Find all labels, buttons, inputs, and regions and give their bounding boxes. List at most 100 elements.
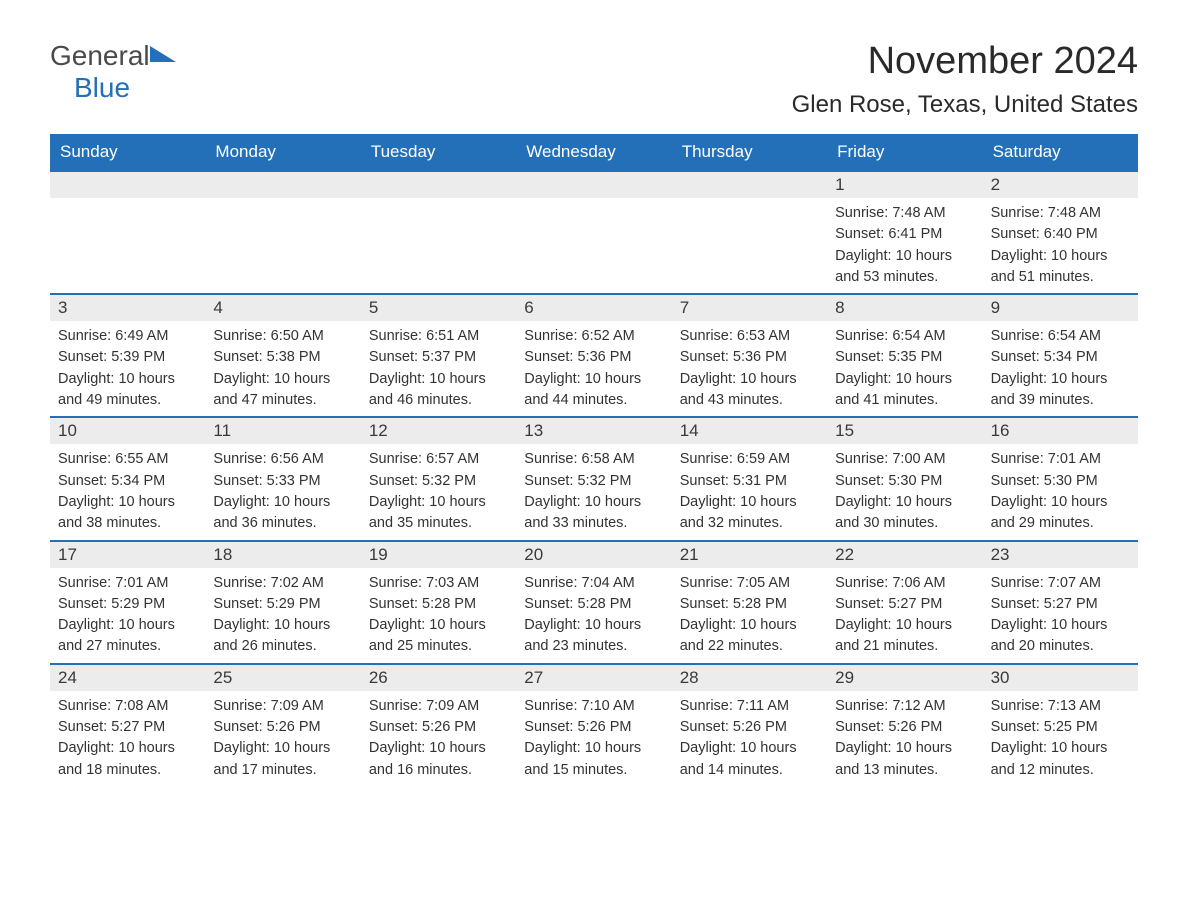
sunset-text: Sunset: 5:38 PM <box>213 347 352 367</box>
day-cell: 25Sunrise: 7:09 AMSunset: 5:26 PMDayligh… <box>205 665 360 786</box>
sunset-text: Sunset: 5:32 PM <box>524 471 663 491</box>
daylight-text-2: and 17 minutes. <box>213 760 352 780</box>
sunset-text: Sunset: 5:39 PM <box>58 347 197 367</box>
logo-flag-icon <box>150 44 176 62</box>
daylight-text-1: Daylight: 10 hours <box>680 615 819 635</box>
week-row: 24Sunrise: 7:08 AMSunset: 5:27 PMDayligh… <box>50 663 1138 786</box>
sunrise-text: Sunrise: 7:01 AM <box>991 449 1130 469</box>
sunrise-text: Sunrise: 7:10 AM <box>524 696 663 716</box>
day-content: Sunrise: 7:00 AMSunset: 5:30 PMDaylight:… <box>827 444 982 539</box>
daylight-text-1: Daylight: 10 hours <box>680 369 819 389</box>
day-cell <box>361 172 516 293</box>
sunset-text: Sunset: 5:34 PM <box>991 347 1130 367</box>
day-content: Sunrise: 6:54 AMSunset: 5:35 PMDaylight:… <box>827 321 982 416</box>
sunrise-text: Sunrise: 6:57 AM <box>369 449 508 469</box>
daylight-text-2: and 36 minutes. <box>213 513 352 533</box>
daylight-text-1: Daylight: 10 hours <box>991 369 1130 389</box>
day-number: 23 <box>983 542 1138 568</box>
day-cell: 16Sunrise: 7:01 AMSunset: 5:30 PMDayligh… <box>983 418 1138 539</box>
day-content: Sunrise: 7:01 AMSunset: 5:29 PMDaylight:… <box>50 568 205 663</box>
sunrise-text: Sunrise: 7:08 AM <box>58 696 197 716</box>
day-cell: 6Sunrise: 6:52 AMSunset: 5:36 PMDaylight… <box>516 295 671 416</box>
logo-text-general: General <box>50 40 150 71</box>
sunset-text: Sunset: 5:28 PM <box>680 594 819 614</box>
day-number: 28 <box>672 665 827 691</box>
sunrise-text: Sunrise: 7:12 AM <box>835 696 974 716</box>
sunset-text: Sunset: 6:40 PM <box>991 224 1130 244</box>
day-content: Sunrise: 6:59 AMSunset: 5:31 PMDaylight:… <box>672 444 827 539</box>
daylight-text-1: Daylight: 10 hours <box>680 738 819 758</box>
day-cell: 27Sunrise: 7:10 AMSunset: 5:26 PMDayligh… <box>516 665 671 786</box>
day-cell: 2Sunrise: 7:48 AMSunset: 6:40 PMDaylight… <box>983 172 1138 293</box>
location-subtitle: Glen Rose, Texas, United States <box>792 91 1138 119</box>
day-cell: 20Sunrise: 7:04 AMSunset: 5:28 PMDayligh… <box>516 542 671 663</box>
day-cell: 19Sunrise: 7:03 AMSunset: 5:28 PMDayligh… <box>361 542 516 663</box>
daylight-text-1: Daylight: 10 hours <box>835 615 974 635</box>
sunrise-text: Sunrise: 7:00 AM <box>835 449 974 469</box>
empty-day-number <box>361 172 516 198</box>
daylight-text-1: Daylight: 10 hours <box>991 492 1130 512</box>
daylight-text-2: and 47 minutes. <box>213 390 352 410</box>
day-number: 2 <box>983 172 1138 198</box>
day-content: Sunrise: 7:09 AMSunset: 5:26 PMDaylight:… <box>205 691 360 786</box>
sunset-text: Sunset: 5:36 PM <box>680 347 819 367</box>
daylight-text-2: and 13 minutes. <box>835 760 974 780</box>
daylight-text-2: and 27 minutes. <box>58 636 197 656</box>
day-cell: 26Sunrise: 7:09 AMSunset: 5:26 PMDayligh… <box>361 665 516 786</box>
day-header-cell: Thursday <box>672 134 827 170</box>
day-cell <box>205 172 360 293</box>
daylight-text-2: and 22 minutes. <box>680 636 819 656</box>
day-content: Sunrise: 6:52 AMSunset: 5:36 PMDaylight:… <box>516 321 671 416</box>
daylight-text-1: Daylight: 10 hours <box>835 246 974 266</box>
daylight-text-1: Daylight: 10 hours <box>369 615 508 635</box>
day-cell: 21Sunrise: 7:05 AMSunset: 5:28 PMDayligh… <box>672 542 827 663</box>
sunset-text: Sunset: 5:33 PM <box>213 471 352 491</box>
daylight-text-1: Daylight: 10 hours <box>524 615 663 635</box>
daylight-text-2: and 26 minutes. <box>213 636 352 656</box>
logo-text-blue: Blue <box>74 72 176 104</box>
daylight-text-1: Daylight: 10 hours <box>58 492 197 512</box>
day-content: Sunrise: 7:10 AMSunset: 5:26 PMDaylight:… <box>516 691 671 786</box>
empty-day-number <box>205 172 360 198</box>
sunrise-text: Sunrise: 7:07 AM <box>991 573 1130 593</box>
day-number: 25 <box>205 665 360 691</box>
day-content: Sunrise: 7:03 AMSunset: 5:28 PMDaylight:… <box>361 568 516 663</box>
sunrise-text: Sunrise: 6:51 AM <box>369 326 508 346</box>
sunrise-text: Sunrise: 7:09 AM <box>369 696 508 716</box>
sunrise-text: Sunrise: 6:52 AM <box>524 326 663 346</box>
sunset-text: Sunset: 5:35 PM <box>835 347 974 367</box>
daylight-text-2: and 49 minutes. <box>58 390 197 410</box>
sunset-text: Sunset: 5:26 PM <box>680 717 819 737</box>
day-number: 8 <box>827 295 982 321</box>
daylight-text-1: Daylight: 10 hours <box>58 615 197 635</box>
day-cell <box>672 172 827 293</box>
daylight-text-2: and 20 minutes. <box>991 636 1130 656</box>
day-content: Sunrise: 6:58 AMSunset: 5:32 PMDaylight:… <box>516 444 671 539</box>
day-cell: 17Sunrise: 7:01 AMSunset: 5:29 PMDayligh… <box>50 542 205 663</box>
day-header-row: SundayMondayTuesdayWednesdayThursdayFrid… <box>50 134 1138 170</box>
day-cell: 28Sunrise: 7:11 AMSunset: 5:26 PMDayligh… <box>672 665 827 786</box>
day-header-cell: Wednesday <box>516 134 671 170</box>
day-cell: 8Sunrise: 6:54 AMSunset: 5:35 PMDaylight… <box>827 295 982 416</box>
day-cell: 15Sunrise: 7:00 AMSunset: 5:30 PMDayligh… <box>827 418 982 539</box>
day-number: 7 <box>672 295 827 321</box>
day-cell: 5Sunrise: 6:51 AMSunset: 5:37 PMDaylight… <box>361 295 516 416</box>
day-cell: 10Sunrise: 6:55 AMSunset: 5:34 PMDayligh… <box>50 418 205 539</box>
sunset-text: Sunset: 5:36 PM <box>524 347 663 367</box>
daylight-text-1: Daylight: 10 hours <box>58 738 197 758</box>
day-number: 15 <box>827 418 982 444</box>
daylight-text-2: and 21 minutes. <box>835 636 974 656</box>
day-content: Sunrise: 7:01 AMSunset: 5:30 PMDaylight:… <box>983 444 1138 539</box>
daylight-text-1: Daylight: 10 hours <box>991 246 1130 266</box>
day-content: Sunrise: 6:56 AMSunset: 5:33 PMDaylight:… <box>205 444 360 539</box>
sunrise-text: Sunrise: 7:03 AM <box>369 573 508 593</box>
sunset-text: Sunset: 5:28 PM <box>369 594 508 614</box>
daylight-text-1: Daylight: 10 hours <box>524 738 663 758</box>
day-cell <box>516 172 671 293</box>
day-number: 30 <box>983 665 1138 691</box>
day-cell: 1Sunrise: 7:48 AMSunset: 6:41 PMDaylight… <box>827 172 982 293</box>
sunset-text: Sunset: 5:29 PM <box>58 594 197 614</box>
sunrise-text: Sunrise: 7:48 AM <box>835 203 974 223</box>
sunrise-text: Sunrise: 7:02 AM <box>213 573 352 593</box>
day-number: 5 <box>361 295 516 321</box>
